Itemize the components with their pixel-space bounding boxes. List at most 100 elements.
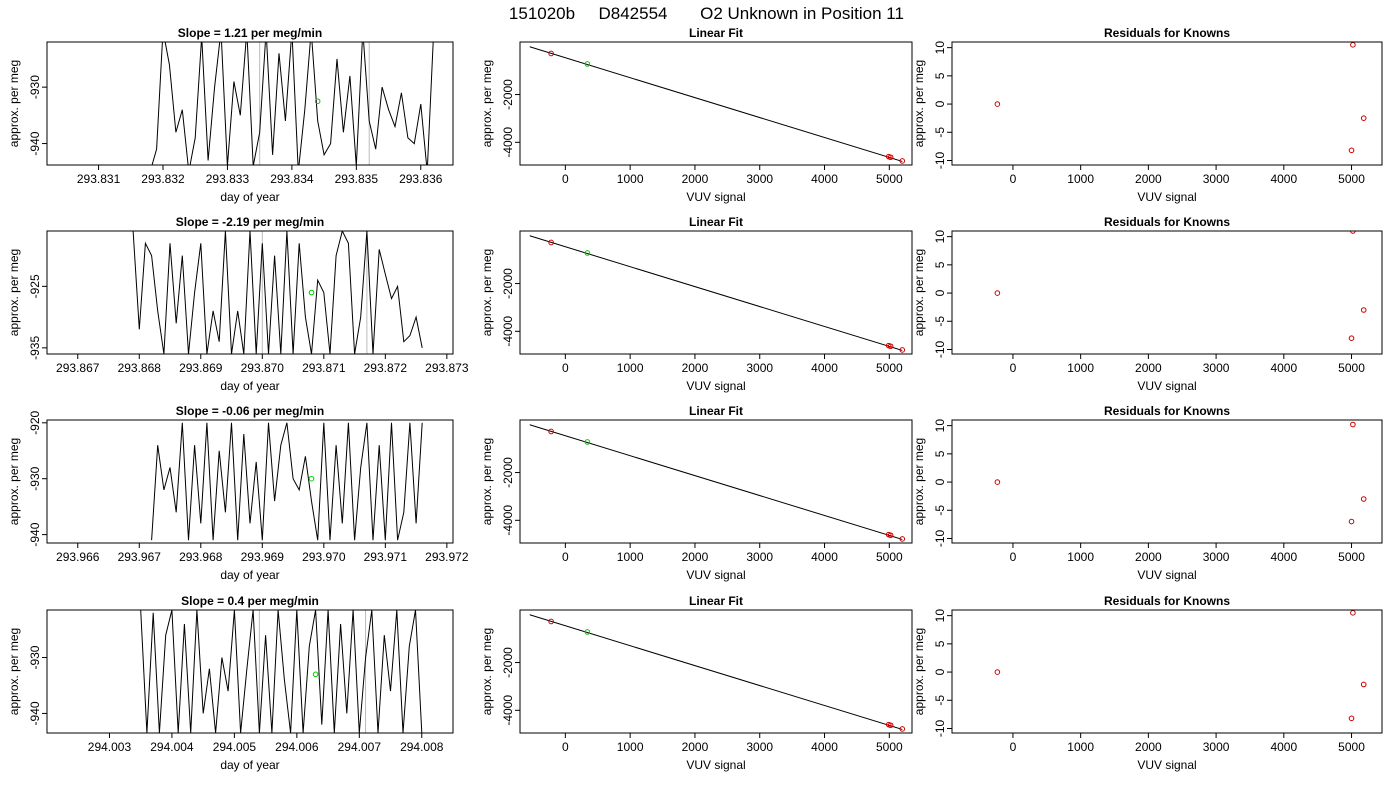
x-tick-label: 1000 — [1067, 550, 1094, 564]
chart-panel: Linear Fit 0 1000 2000 3000 4000 5000 -2000 -400… — [480, 594, 913, 772]
known-point — [1350, 42, 1356, 48]
plot-frame — [951, 230, 1383, 355]
y-tick-label: -2000 — [501, 79, 515, 110]
x-tick-label: 2000 — [682, 361, 709, 375]
chart-panel: Slope = -0.06 per meg/min 293.966 293.967 2… — [7, 404, 469, 582]
y-tick-label: -2000 — [501, 457, 515, 488]
y-axis-label: approx. per meg — [480, 249, 494, 336]
plot-area — [529, 46, 906, 164]
x-tick-label: 0 — [562, 740, 569, 754]
x-tick-label: 293.831 — [77, 172, 121, 186]
x-tick-label: 4000 — [1270, 550, 1297, 564]
plot-frame — [951, 419, 1383, 544]
x-tick-label: 0 — [1010, 740, 1017, 754]
chart-panel: Residuals for Knowns 0 1000 2000 3000 4000 500… — [912, 26, 1383, 204]
x-tick-label: 293.835 — [335, 172, 379, 186]
plot-frame — [46, 41, 454, 166]
y-axis-label: approx. per meg — [912, 60, 926, 147]
x-tick-label: 0 — [562, 361, 569, 375]
y-axis-label: approx. per meg — [480, 628, 494, 715]
x-axis-label: VUV signal — [1137, 758, 1196, 772]
data-series-line — [151, 42, 434, 165]
x-tick-label: 1000 — [1067, 361, 1094, 375]
unknown-point — [312, 671, 319, 678]
y-tick-label: -935 — [28, 336, 42, 360]
y-tick-label: -930 — [28, 645, 42, 669]
x-tick-label: 293.972 — [425, 550, 469, 564]
x-axis-label: VUV signal — [1137, 190, 1196, 204]
panel-title: Residuals for Knowns — [1104, 215, 1230, 229]
known-point — [1360, 115, 1367, 121]
x-tick-label: 293.836 — [399, 172, 443, 186]
known-point — [1348, 518, 1355, 525]
figure-title-position: O2 Unknown in Position 11 — [700, 4, 904, 23]
y-tick-label: -10 — [933, 529, 947, 547]
y-tick-label: -10 — [933, 151, 947, 169]
known-point — [994, 290, 1001, 296]
x-tick-label: 293.869 — [179, 361, 223, 375]
chart-panel: Slope = -2.19 per meg/min 293.867 293.868 2… — [7, 215, 469, 393]
panel-title: Linear Fit — [689, 215, 743, 229]
x-tick-label: 3000 — [746, 361, 773, 375]
x-tick-label: 4000 — [1270, 740, 1297, 754]
data-series-line — [151, 422, 423, 541]
plot-area — [140, 610, 423, 733]
x-axis-label: VUV signal — [686, 379, 745, 393]
chart-panel: Linear Fit 0 1000 2000 3000 4000 5000 -2000 -400… — [480, 404, 913, 582]
x-tick-label: 294.003 — [88, 740, 132, 754]
x-tick-label: 5000 — [1338, 172, 1365, 186]
known-point — [548, 618, 554, 625]
unknown-point — [308, 475, 315, 482]
unknown-point — [584, 61, 591, 67]
x-axis-label: VUV signal — [1137, 379, 1196, 393]
unknown-point — [584, 439, 591, 445]
y-axis-label: approx. per meg — [7, 438, 21, 525]
panel-grid: Slope = 1.21 per meg/min 293.831 293.832 29… — [7, 26, 1383, 772]
chart-panel: Slope = 1.21 per meg/min 293.831 293.832 29… — [7, 26, 454, 204]
x-tick-label: 2000 — [1135, 361, 1162, 375]
x-tick-label: 293.870 — [241, 361, 285, 375]
fit-line — [529, 235, 903, 351]
y-tick-label: 5 — [933, 450, 947, 457]
x-tick-label: 2000 — [1135, 740, 1162, 754]
x-tick-label: 1000 — [617, 740, 644, 754]
x-tick-label: 5000 — [876, 740, 903, 754]
plot-area — [994, 421, 1367, 525]
x-tick-label: 2000 — [682, 740, 709, 754]
panel-title: Linear Fit — [689, 594, 743, 608]
y-tick-label: -4000 — [501, 127, 515, 158]
y-axis-label: approx. per meg — [912, 249, 926, 336]
x-axis-label: day of year — [220, 190, 279, 204]
figure-title-run-id: 151020b — [509, 4, 575, 23]
plot-frame — [46, 609, 454, 734]
plot-frame — [519, 419, 913, 544]
chart-panel: Residuals for Knowns 0 1000 2000 3000 4000 500… — [912, 404, 1383, 582]
x-tick-label: 293.968 — [179, 550, 223, 564]
chart-panel: Residuals for Knowns 0 1000 2000 3000 4000 500… — [912, 594, 1383, 772]
x-tick-label: 1000 — [617, 550, 644, 564]
known-point — [1350, 610, 1356, 616]
x-tick-label: 0 — [1010, 361, 1017, 375]
y-tick-label: -920 — [28, 410, 42, 434]
x-tick-label: 293.868 — [118, 361, 162, 375]
x-tick-label: 294.004 — [150, 740, 194, 754]
x-tick-label: 3000 — [1203, 172, 1230, 186]
x-tick-label: 3000 — [1203, 361, 1230, 375]
y-tick-label: -10 — [933, 340, 947, 358]
x-tick-label: 5000 — [1338, 550, 1365, 564]
x-tick-label: 293.871 — [302, 361, 346, 375]
known-point — [887, 722, 894, 729]
chart-panel: Residuals for Knowns 0 1000 2000 3000 4000 500… — [912, 215, 1383, 393]
y-axis-label: approx. per meg — [912, 628, 926, 715]
x-tick-label: 4000 — [811, 361, 838, 375]
unknown-point — [584, 250, 591, 256]
x-axis-label: VUV signal — [686, 758, 745, 772]
chart-panel: Slope = 0.4 per meg/min 294.003 294.004 294… — [7, 594, 454, 772]
known-point — [887, 343, 894, 350]
x-tick-label: 3000 — [1203, 740, 1230, 754]
y-tick-label: -930 — [28, 466, 42, 490]
x-tick-label: 293.867 — [56, 361, 100, 375]
x-tick-label: 2000 — [682, 550, 709, 564]
panel-title: Slope = 1.21 per meg/min — [178, 26, 322, 40]
